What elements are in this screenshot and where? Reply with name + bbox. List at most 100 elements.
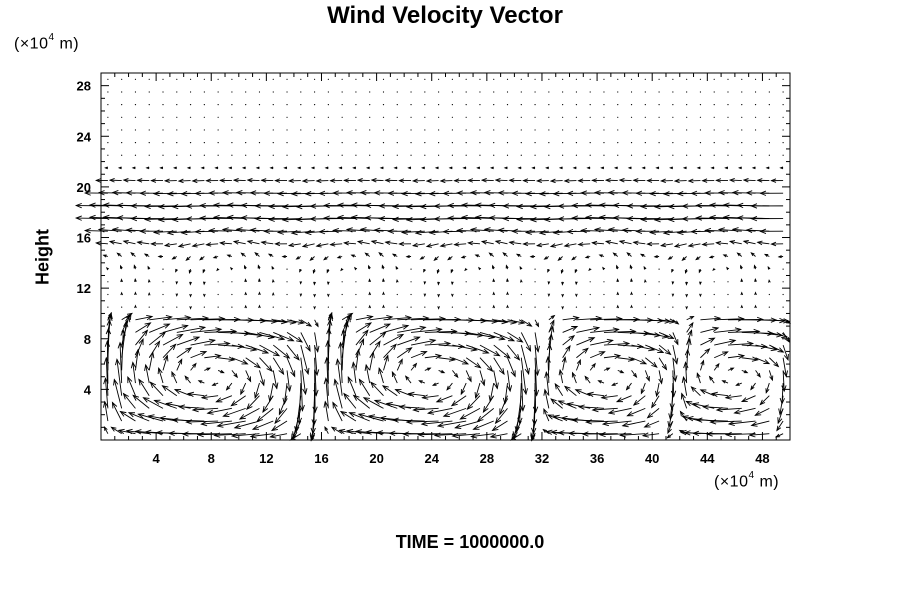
wind-vector xyxy=(600,394,618,400)
wind-vector xyxy=(355,104,357,106)
wind-vector xyxy=(411,316,447,322)
x-tick-label: 24 xyxy=(424,451,439,466)
wind-vector xyxy=(162,333,184,346)
wind-vector xyxy=(216,420,246,428)
wind-vector xyxy=(95,241,108,246)
wind-vector xyxy=(465,306,467,308)
wind-vector xyxy=(672,344,679,365)
wind-vector xyxy=(152,190,177,197)
wind-vector xyxy=(369,323,392,333)
wind-vector xyxy=(590,327,620,333)
wind-vector xyxy=(176,325,207,333)
wind-vector xyxy=(130,361,137,384)
wind-vector xyxy=(603,353,622,359)
wind-vector xyxy=(474,254,481,258)
wind-vector xyxy=(148,154,150,156)
wind-vector xyxy=(286,293,288,296)
wind-vector xyxy=(134,304,137,309)
wind-vector xyxy=(617,154,619,156)
wind-vector xyxy=(708,375,715,384)
wind-vector xyxy=(598,431,632,438)
wind-vector xyxy=(630,78,633,80)
wind-vector xyxy=(768,78,770,80)
wind-vector xyxy=(200,166,205,170)
wind-vector xyxy=(122,239,136,245)
wind-vector xyxy=(150,178,164,183)
wind-vector xyxy=(630,291,633,296)
wind-vector xyxy=(313,116,316,118)
wind-vector xyxy=(644,104,646,106)
wind-vector xyxy=(162,116,164,118)
wind-vector xyxy=(687,243,701,248)
wind-vector xyxy=(436,269,440,275)
wind-vector xyxy=(452,370,459,379)
wind-vector xyxy=(231,293,233,296)
wind-vector xyxy=(768,91,770,93)
wind-vector xyxy=(410,104,412,106)
wind-vector xyxy=(724,166,729,170)
wind-vector xyxy=(630,91,633,93)
wind-vector xyxy=(382,142,385,144)
wind-vector xyxy=(369,116,371,118)
wind-vector xyxy=(754,407,770,416)
wind-vector xyxy=(355,322,373,333)
wind-vector xyxy=(175,281,179,285)
wind-vector xyxy=(506,291,509,296)
wind-vector xyxy=(231,370,239,379)
wind-vector xyxy=(686,104,688,106)
wind-vector xyxy=(585,419,618,425)
wind-vector xyxy=(451,142,453,144)
wind-vector xyxy=(397,347,413,359)
wind-vector xyxy=(369,142,371,144)
wind-vector xyxy=(111,401,123,422)
wind-vector xyxy=(341,91,343,93)
wind-vector xyxy=(310,166,315,170)
wind-vector xyxy=(520,154,522,156)
wind-vector xyxy=(548,325,555,346)
x-tick-label: 36 xyxy=(590,451,604,466)
wind-vector xyxy=(352,166,356,170)
wind-vector xyxy=(258,91,261,93)
wind-vector xyxy=(479,331,506,341)
wind-vector xyxy=(603,104,605,106)
wind-vector xyxy=(479,319,509,325)
wind-vector xyxy=(782,293,784,296)
wind-vector xyxy=(121,116,123,118)
wind-vector xyxy=(269,166,274,170)
wind-vector xyxy=(221,227,246,233)
wind-vector xyxy=(577,404,604,410)
wind-vector xyxy=(245,104,247,106)
wind-vector xyxy=(189,129,192,131)
wind-vector xyxy=(699,293,702,298)
wind-vector xyxy=(534,319,540,328)
wind-vector xyxy=(742,240,756,245)
wind-vector xyxy=(686,329,693,346)
wind-vector xyxy=(476,166,480,170)
wind-vector xyxy=(148,142,150,144)
wind-vector xyxy=(171,417,205,423)
wind-vector xyxy=(438,91,440,93)
wind-vector xyxy=(502,382,509,405)
wind-vector xyxy=(464,267,468,272)
wind-vector xyxy=(240,382,247,396)
wind-vector xyxy=(754,104,757,106)
wind-vector xyxy=(226,254,233,258)
wind-vector xyxy=(460,382,467,396)
wind-vector xyxy=(152,229,177,235)
wind-vector xyxy=(466,344,490,354)
wind-vector xyxy=(632,395,646,406)
wind-vector xyxy=(561,306,564,310)
wind-vector xyxy=(653,255,660,259)
wind-vector xyxy=(768,154,770,156)
wind-vector xyxy=(213,432,246,438)
wind-vector xyxy=(286,344,300,361)
wind-vector xyxy=(358,378,371,396)
wind-vector xyxy=(630,277,633,282)
wind-vector xyxy=(407,166,412,170)
wind-vector xyxy=(436,420,467,428)
wind-vector xyxy=(190,316,226,322)
wind-vector xyxy=(615,395,632,403)
wind-vector xyxy=(274,178,288,183)
wind-vector xyxy=(336,255,343,259)
wind-vector xyxy=(127,375,136,396)
